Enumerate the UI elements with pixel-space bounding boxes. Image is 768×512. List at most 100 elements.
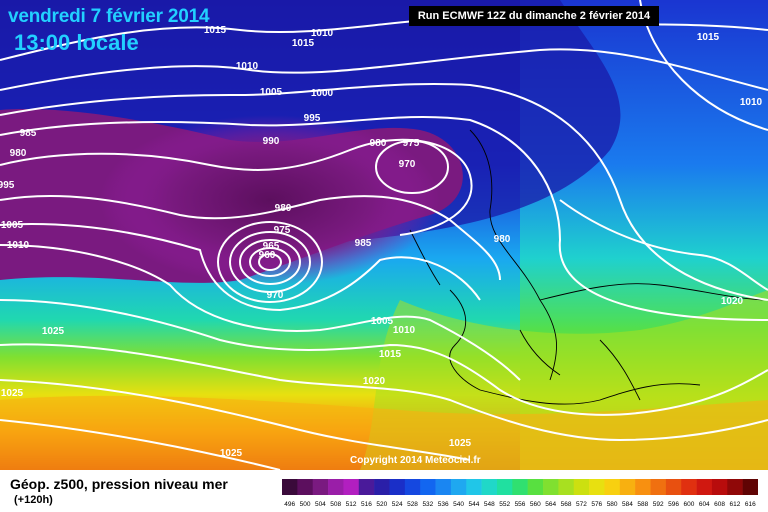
isobar-label: 1005 <box>1 220 24 231</box>
legend-subtitle: (+120h) <box>14 494 53 506</box>
isobar-label: 1010 <box>393 325 416 336</box>
scale-tick-label: 528 <box>407 501 418 508</box>
scale-swatch <box>297 479 313 495</box>
scale-tick-label: 596 <box>668 501 679 508</box>
isobar-label: 1015 <box>379 349 402 360</box>
scale-tick-label: 588 <box>637 501 648 508</box>
scale-swatch <box>573 479 590 495</box>
isobar-label: 980 <box>275 203 292 214</box>
isobar-label: 1000 <box>311 88 334 99</box>
scale-swatch <box>665 479 682 495</box>
scale-tick-label: 556 <box>515 501 526 508</box>
isobar-label: 990 <box>263 136 280 147</box>
scale-tick-label: 576 <box>591 501 602 508</box>
isobar-label: 1025 <box>220 448 243 459</box>
scale-tick-label: 592 <box>653 501 664 508</box>
scale-swatch <box>711 479 728 495</box>
model-run-label: Run ECMWF 12Z du dimanche 2 février 2014 <box>409 6 659 26</box>
scale-tick-label: 612 <box>730 501 741 508</box>
scale-swatch <box>681 479 697 495</box>
scale-tick-label: 544 <box>469 501 480 508</box>
z500-low-center <box>100 115 440 285</box>
isobar-label: 1010 <box>311 28 334 39</box>
scale-swatch <box>558 479 575 495</box>
legend-title: Géop. z500, pression niveau mer <box>10 476 228 492</box>
scale-tick-label: 580 <box>607 501 618 508</box>
scale-swatch <box>450 479 467 495</box>
isobar-label: 995 <box>0 180 15 191</box>
scale-swatch <box>374 479 390 495</box>
isobar-label: 1015 <box>292 38 315 49</box>
isobar-label: 1010 <box>7 240 30 251</box>
scale-swatch <box>435 479 452 495</box>
scale-tick-label: 504 <box>315 501 326 508</box>
isobar-label: 1005 <box>371 316 394 327</box>
scale-swatch <box>312 479 329 495</box>
isobar-label: 1015 <box>697 32 720 43</box>
scale-tick-label: 524 <box>392 501 403 508</box>
isobars <box>0 0 768 470</box>
scale-swatch <box>650 479 667 495</box>
isobar-label: 1025 <box>1 388 24 399</box>
scale-swatch <box>742 479 758 495</box>
isobar-label: 1005 <box>260 87 283 98</box>
scale-tick-label: 616 <box>745 501 756 508</box>
scale-tick-label: 568 <box>561 501 572 508</box>
scale-swatch <box>619 479 636 495</box>
scale-tick-label: 520 <box>376 501 387 508</box>
forecast-time: 13:00 locale <box>14 30 139 55</box>
scale-swatch <box>604 479 621 495</box>
isobar-label: 980 <box>10 148 27 159</box>
scale-swatch <box>481 479 498 495</box>
scale-swatch <box>420 479 436 495</box>
scale-swatch <box>696 479 713 495</box>
scale-tick-label: 608 <box>714 501 725 508</box>
scale-swatch <box>512 479 528 495</box>
scale-tick-label: 496 <box>284 501 295 508</box>
scale-tick-label: 604 <box>699 501 710 508</box>
isobar-label: 985 <box>20 128 37 139</box>
scale-swatch <box>543 479 559 495</box>
scale-tick-label: 516 <box>361 501 372 508</box>
scale-tick-label: 532 <box>422 501 433 508</box>
isobar-label: 1010 <box>236 61 259 72</box>
isobar-label: 965 <box>263 241 280 252</box>
isobar-label: 1020 <box>363 376 386 387</box>
scale-tick-label: 548 <box>484 501 495 508</box>
scale-tick-label: 552 <box>499 501 510 508</box>
scale-swatch <box>404 479 421 495</box>
scale-tick-label: 572 <box>576 501 587 508</box>
isobar-label: 975 <box>274 225 291 236</box>
scale-swatch <box>466 479 482 495</box>
scale-tick-label: 564 <box>545 501 556 508</box>
isobar-label: 1015 <box>204 25 227 36</box>
isobar-label: 1020 <box>721 296 744 307</box>
scale-swatch <box>527 479 544 495</box>
isobar-label: 985 <box>355 238 372 249</box>
isobar-label: 1025 <box>449 438 472 449</box>
scale-swatch <box>727 479 743 495</box>
scale-tick-label: 560 <box>530 501 541 508</box>
scale-swatch <box>328 479 344 495</box>
scale-tick-label: 508 <box>330 501 341 508</box>
scale-tick-label: 512 <box>346 501 357 508</box>
scale-swatch <box>358 479 375 495</box>
scale-tick-label: 584 <box>622 501 633 508</box>
scale-swatch <box>496 479 513 495</box>
isobar-label: 1010 <box>740 97 763 108</box>
scale-swatch <box>635 479 651 495</box>
isobar-label: 995 <box>304 113 321 124</box>
scale-swatch <box>589 479 605 495</box>
scale-tick-label: 536 <box>438 501 449 508</box>
isobar-label: 975 <box>403 138 420 149</box>
scale-swatch <box>282 479 298 495</box>
isobar-label: 960 <box>259 250 276 261</box>
scale-tick-label: 600 <box>683 501 694 508</box>
isobar-label: 970 <box>399 159 416 170</box>
color-scale: 496 500 504 508 512 516 520 524 528 532 536 540 544 5… <box>282 479 758 508</box>
forecast-date: vendredi 7 février 2014 <box>8 6 210 27</box>
scale-swatch <box>343 479 360 495</box>
